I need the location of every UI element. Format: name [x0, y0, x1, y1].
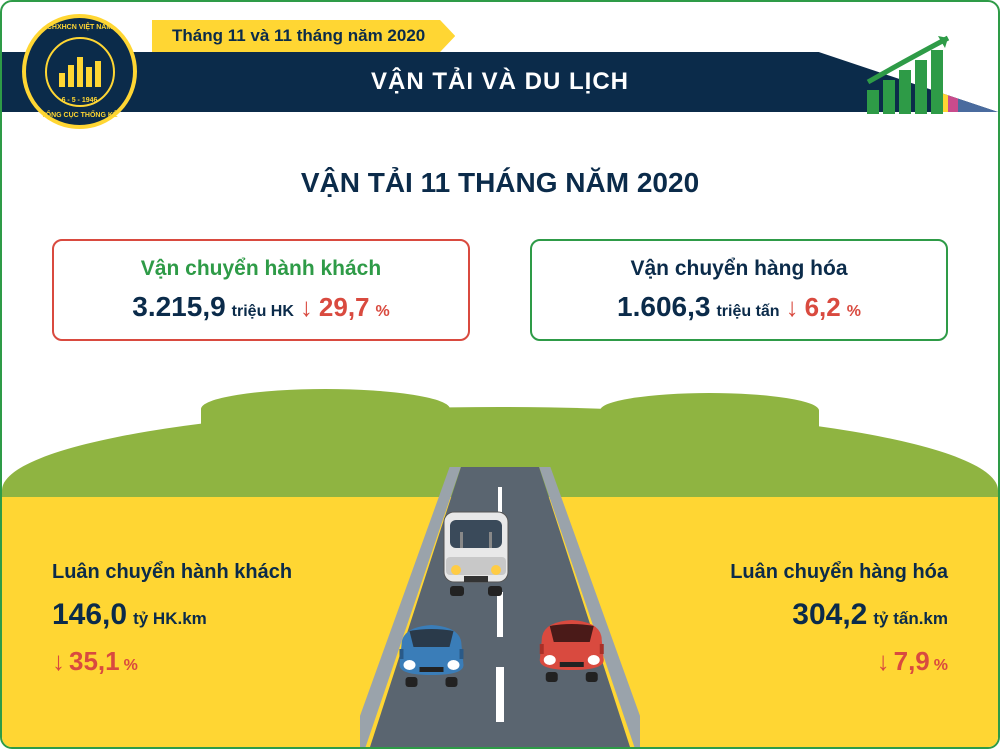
gso-logo: CHXHCN VIỆT NAM 6 - 5 - 1946 TỔNG CỤC TH…	[22, 14, 137, 129]
passenger-unit: triệu HK	[232, 303, 294, 321]
period-tag: Tháng 11 và 11 tháng năm 2020	[152, 20, 455, 52]
freight-value-row: 1.606,3 triệu tấn ↓ 6,2 %	[552, 291, 926, 323]
blue-car-icon	[390, 617, 475, 697]
passenger-turnover-pct: 35,1	[69, 646, 120, 677]
red-car-icon	[530, 612, 615, 692]
down-arrow-icon: ↓	[300, 292, 313, 323]
banner: VẬN TẢI VÀ DU LỊCH	[2, 52, 998, 112]
passenger-value: 3.215,9	[132, 291, 225, 323]
freight-turnover-value: 304,2	[792, 598, 867, 632]
passenger-turnover-pct-row: ↓ 35,1 %	[52, 646, 292, 677]
passenger-turnover-unit: tỷ HK.km	[133, 609, 207, 629]
passenger-turnover: Luân chuyển hành khách 146,0 tỷ HK.km ↓ …	[52, 561, 292, 677]
van-icon	[436, 502, 516, 602]
logo-date: 6 - 5 - 1946	[62, 97, 98, 104]
stat-boxes: Vận chuyển hành khách 3.215,9 triệu HK ↓…	[2, 239, 998, 341]
freight-turnover-pct-row: ↓ 7,9 %	[730, 646, 948, 677]
down-arrow-icon: ↓	[52, 646, 65, 677]
freight-turnover-unit: tỷ tấn.km	[873, 609, 948, 629]
freight-unit: triệu tấn	[716, 303, 779, 321]
freight-value: 1.606,3	[617, 291, 710, 323]
freight-pct: 6,2	[805, 292, 841, 323]
freight-turnover-value-row: 304,2 tỷ tấn.km	[730, 598, 948, 632]
passenger-box: Vận chuyển hành khách 3.215,9 triệu HK ↓…	[52, 239, 470, 341]
freight-box: Vận chuyển hàng hóa 1.606,3 triệu tấn ↓ …	[530, 239, 948, 341]
pct-symbol: %	[124, 657, 138, 675]
logo-text-top: CHXHCN VIỆT NAM	[47, 24, 112, 31]
logo-text-bottom: TỔNG CỤC THỐNG KÊ	[41, 112, 117, 119]
passenger-title: Vận chuyển hành khách	[74, 257, 448, 281]
header: CHXHCN VIỆT NAM 6 - 5 - 1946 TỔNG CỤC TH…	[2, 2, 998, 132]
freight-turnover: Luân chuyển hàng hóa 304,2 tỷ tấn.km ↓ 7…	[730, 561, 948, 677]
road-scene: Luân chuyển hành khách 146,0 tỷ HK.km ↓ …	[2, 407, 998, 747]
down-arrow-icon: ↓	[877, 646, 890, 677]
passenger-pct: 29,7	[319, 292, 370, 323]
down-arrow-icon: ↓	[786, 292, 799, 323]
freight-turnover-pct: 7,9	[894, 646, 930, 677]
pct-symbol: %	[376, 303, 390, 321]
main-title: VẬN TẢI 11 THÁNG NĂM 2020	[2, 167, 998, 199]
passenger-turnover-title: Luân chuyển hành khách	[52, 561, 292, 584]
freight-turnover-title: Luân chuyển hàng hóa	[730, 561, 948, 584]
infographic-container: CHXHCN VIỆT NAM 6 - 5 - 1946 TỔNG CỤC TH…	[0, 0, 1000, 749]
pct-symbol: %	[934, 657, 948, 675]
passenger-value-row: 3.215,9 triệu HK ↓ 29,7 %	[74, 291, 448, 323]
banner-title: VẬN TẢI VÀ DU LỊCH	[371, 68, 629, 96]
passenger-turnover-value: 146,0	[52, 598, 127, 632]
pct-symbol: %	[847, 303, 861, 321]
passenger-turnover-value-row: 146,0 tỷ HK.km	[52, 598, 292, 632]
freight-title: Vận chuyển hàng hóa	[552, 257, 926, 281]
lane-marking	[496, 667, 504, 722]
growth-chart-icon	[863, 32, 973, 122]
logo-bars-icon	[59, 57, 101, 87]
